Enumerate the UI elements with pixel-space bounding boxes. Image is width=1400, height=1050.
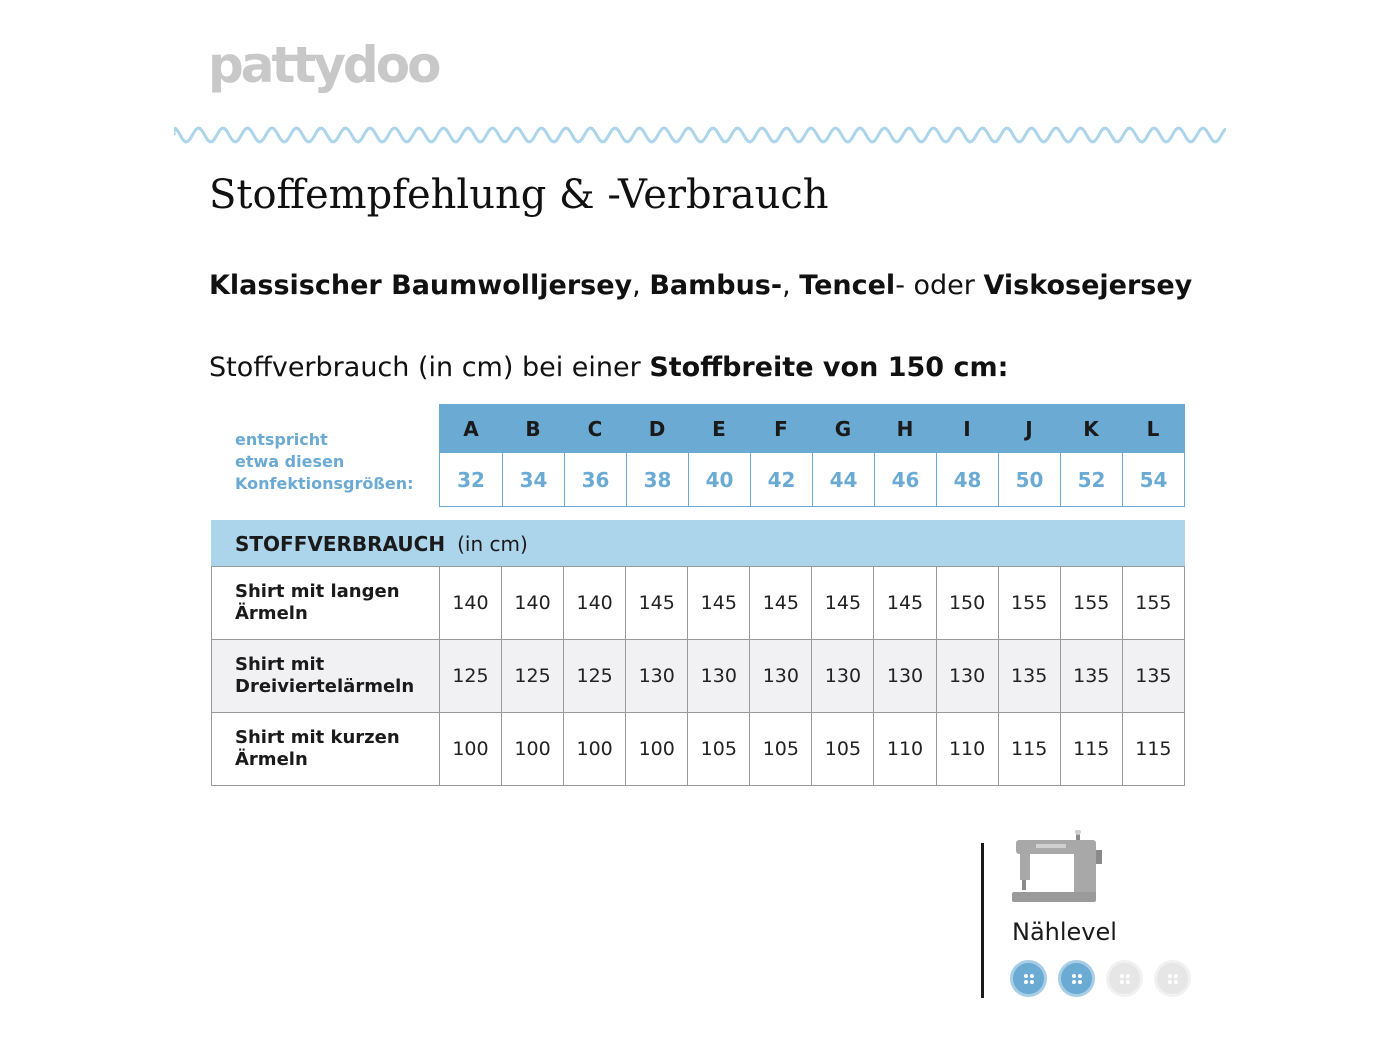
fabric-cotton-jersey: Klassischer Baumwolljersey [209, 270, 633, 301]
size-number: 36 [564, 453, 626, 506]
usage-value: 115 [997, 712, 1061, 786]
size-number-row: 32 34 36 38 40 42 44 46 48 50 52 54 [439, 453, 1185, 507]
usage-value: 100 [438, 712, 503, 786]
level-button-icon [1010, 960, 1047, 997]
size-letter: E [688, 405, 750, 452]
size-number: 40 [688, 453, 750, 506]
usage-value: 145 [687, 566, 751, 640]
size-letter: A [440, 405, 502, 452]
size-letter: C [564, 405, 626, 452]
usage-value: 140 [563, 566, 627, 640]
size-number: 48 [936, 453, 998, 506]
size-number: 54 [1122, 453, 1184, 506]
usage-value: 145 [811, 566, 875, 640]
usage-value: 100 [563, 712, 627, 786]
usage-value: 145 [625, 566, 689, 640]
usage-value: 130 [811, 639, 875, 713]
usage-value: 135 [1121, 639, 1186, 713]
sewing-level-label: Nählevel [1012, 918, 1117, 946]
usage-value: 130 [625, 639, 689, 713]
usage-value: 130 [687, 639, 751, 713]
usage-value: 125 [500, 639, 565, 713]
usage-value: 115 [1059, 712, 1123, 786]
usage-value: 115 [1121, 712, 1186, 786]
usage-value: 145 [749, 566, 813, 640]
usage-value: 105 [749, 712, 813, 786]
fabric-tencel: Tencel [799, 270, 896, 301]
usage-value: 105 [687, 712, 751, 786]
usage-value: 140 [500, 566, 565, 640]
size-number: 38 [626, 453, 688, 506]
table-row: Shirt mit Dreiviertelärmeln 125 125 125 130 1… [211, 639, 1186, 713]
usage-value: 125 [438, 639, 503, 713]
usage-value: 105 [811, 712, 875, 786]
size-number: 34 [502, 453, 564, 506]
level-button-icon [1058, 960, 1095, 997]
sewing-level-indicator [1010, 960, 1191, 997]
size-number: 32 [457, 468, 485, 492]
size-number: 50 [998, 453, 1060, 506]
usage-value: 135 [997, 639, 1061, 713]
usage-value: 130 [873, 639, 937, 713]
size-number: 44 [812, 453, 874, 506]
row-label: Shirt mit kurzen Ärmeln [211, 712, 440, 786]
size-letter: K [1060, 405, 1122, 452]
usage-value: 150 [935, 566, 999, 640]
usage-table-heading: STOFFVERBRAUCH (in cm) [211, 520, 1185, 566]
usage-value: 100 [500, 712, 565, 786]
fabric-recommendation: Klassischer Baumwolljersey, Bambus-, Ten… [209, 270, 1193, 301]
table-row: Shirt mit kurzen Ärmeln 100 100 100 100 105 10… [211, 712, 1186, 786]
size-letter: I [936, 405, 998, 452]
level-button-icon [1106, 960, 1143, 997]
usage-value: 110 [873, 712, 937, 786]
size-number: 42 [750, 453, 812, 506]
usage-value: 100 [625, 712, 689, 786]
usage-value: 130 [935, 639, 999, 713]
fabric-usage-table: Shirt mit langen Ärmeln 140 140 140 145 145 14… [211, 566, 1186, 786]
usage-intro: Stoffverbrauch (in cm) bei einer Stoffbr… [209, 352, 1009, 383]
size-letter: L [1122, 405, 1184, 452]
size-letter: G [812, 405, 874, 452]
size-letter: B [502, 405, 564, 452]
usage-value: 130 [749, 639, 813, 713]
size-letter: F [750, 405, 812, 452]
page-title: Stoffempfehlung & -Verbrauch [209, 172, 829, 218]
usage-value: 155 [1059, 566, 1123, 640]
wave-divider [174, 126, 1226, 144]
brand-logo: pattydoo [208, 36, 441, 94]
usage-value: 125 [563, 639, 627, 713]
size-correspondence-label: entspricht etwa diesen Konfektionsgrößen… [235, 430, 414, 493]
size-number: 52 [1060, 453, 1122, 506]
row-label: Shirt mit Dreiviertelärmeln [211, 639, 440, 713]
usage-value: 145 [873, 566, 937, 640]
fabric-viscose-jersey: Viskosejersey [983, 270, 1193, 301]
usage-value: 155 [1121, 566, 1186, 640]
usage-value: 110 [935, 712, 999, 786]
size-number: 46 [874, 453, 936, 506]
usage-value: 155 [997, 566, 1061, 640]
level-button-icon [1154, 960, 1191, 997]
fabric-bamboo: Bambus- [649, 270, 783, 301]
usage-value: 135 [1059, 639, 1123, 713]
size-letter: H [874, 405, 936, 452]
size-letter: J [998, 405, 1060, 452]
level-divider [981, 843, 984, 998]
size-letter: D [626, 405, 688, 452]
table-row: Shirt mit langen Ärmeln 140 140 140 145 145 14… [211, 566, 1186, 640]
row-label: Shirt mit langen Ärmeln [211, 566, 440, 640]
usage-value: 140 [438, 566, 503, 640]
sewing-machine-icon [1012, 830, 1102, 902]
